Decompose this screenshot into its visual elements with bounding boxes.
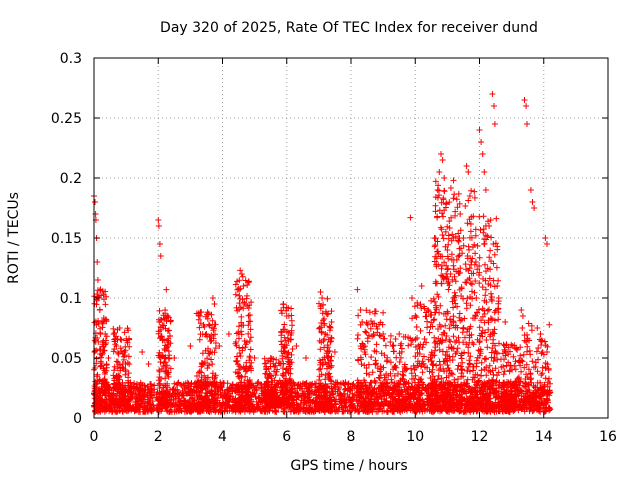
x-tick-label: 10 xyxy=(406,429,424,445)
y-tick-label: 0.05 xyxy=(51,351,82,367)
x-tick-label: 16 xyxy=(599,429,617,445)
x-tick-label: 8 xyxy=(347,429,356,445)
y-tick-label: 0.2 xyxy=(60,171,82,187)
chart-title: Day 320 of 2025, Rate Of TEC Index for r… xyxy=(160,20,538,36)
y-tick-label: 0 xyxy=(73,411,82,427)
x-tick-label: 6 xyxy=(282,429,291,445)
grid-lines xyxy=(94,58,608,418)
y-tick-label: 0.15 xyxy=(51,231,82,247)
y-axis-ticks: 0 0.05 0.1 0.15 0.2 0.25 0.3 xyxy=(51,51,608,427)
y-tick-label: 0.25 xyxy=(51,111,82,127)
data-points xyxy=(91,91,554,415)
x-tick-label: 12 xyxy=(471,429,489,445)
x-tick-label: 4 xyxy=(218,429,227,445)
x-axis-ticks: 0 2 4 6 8 10 12 14 16 xyxy=(90,58,617,445)
x-tick-label: 14 xyxy=(535,429,553,445)
x-axis-label: GPS time / hours xyxy=(290,458,407,474)
y-tick-label: 0.1 xyxy=(60,291,82,307)
y-axis-label: ROTI / TECUs xyxy=(6,192,22,284)
x-tick-label: 0 xyxy=(90,429,99,445)
y-tick-label: 0.3 xyxy=(60,51,82,67)
x-tick-label: 2 xyxy=(154,429,163,445)
data-point-markers xyxy=(91,91,554,415)
